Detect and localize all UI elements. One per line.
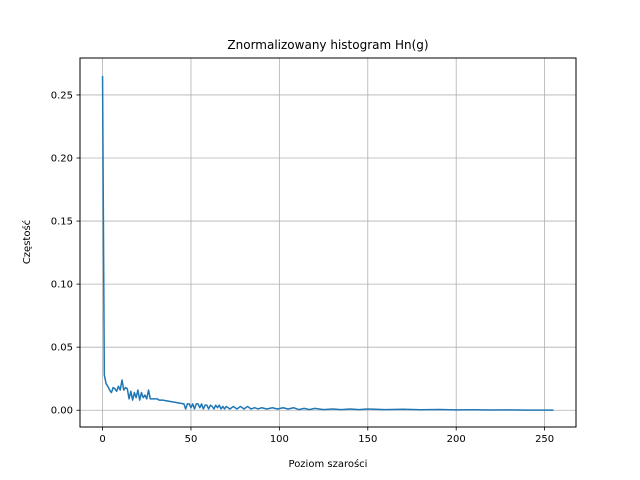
y-axis-label: Częstość: [21, 220, 33, 264]
y-tick-label: 0.20: [51, 154, 73, 165]
y-tick-label: 0.05: [51, 343, 73, 354]
x-tick-label: 100: [270, 434, 289, 445]
chart-title: Znormalizowany histogram Hn(g): [227, 38, 428, 52]
x-tick-label: 250: [535, 434, 554, 445]
histogram-line: [101, 76, 554, 411]
series-layer: [101, 76, 554, 411]
x-tick-label: 0: [99, 434, 105, 445]
x-axis-label: Poziom szarości: [289, 458, 368, 470]
plot-area-frame: [79, 57, 577, 428]
axis-ticks: 0 50 100 150 200 250 0.00 0.05 0.10 0.15 0.20 0.25: [51, 90, 554, 445]
y-tick-label: 0.10: [51, 280, 73, 291]
y-tick-label: 0.15: [51, 217, 73, 228]
y-tick-label: 0.00: [51, 406, 73, 417]
x-tick-label: 150: [358, 434, 377, 445]
y-tick-label: 0.25: [51, 90, 73, 101]
x-tick-label: 200: [447, 434, 466, 445]
x-tick-label: 50: [185, 434, 198, 445]
grid-lines: [80, 58, 576, 427]
